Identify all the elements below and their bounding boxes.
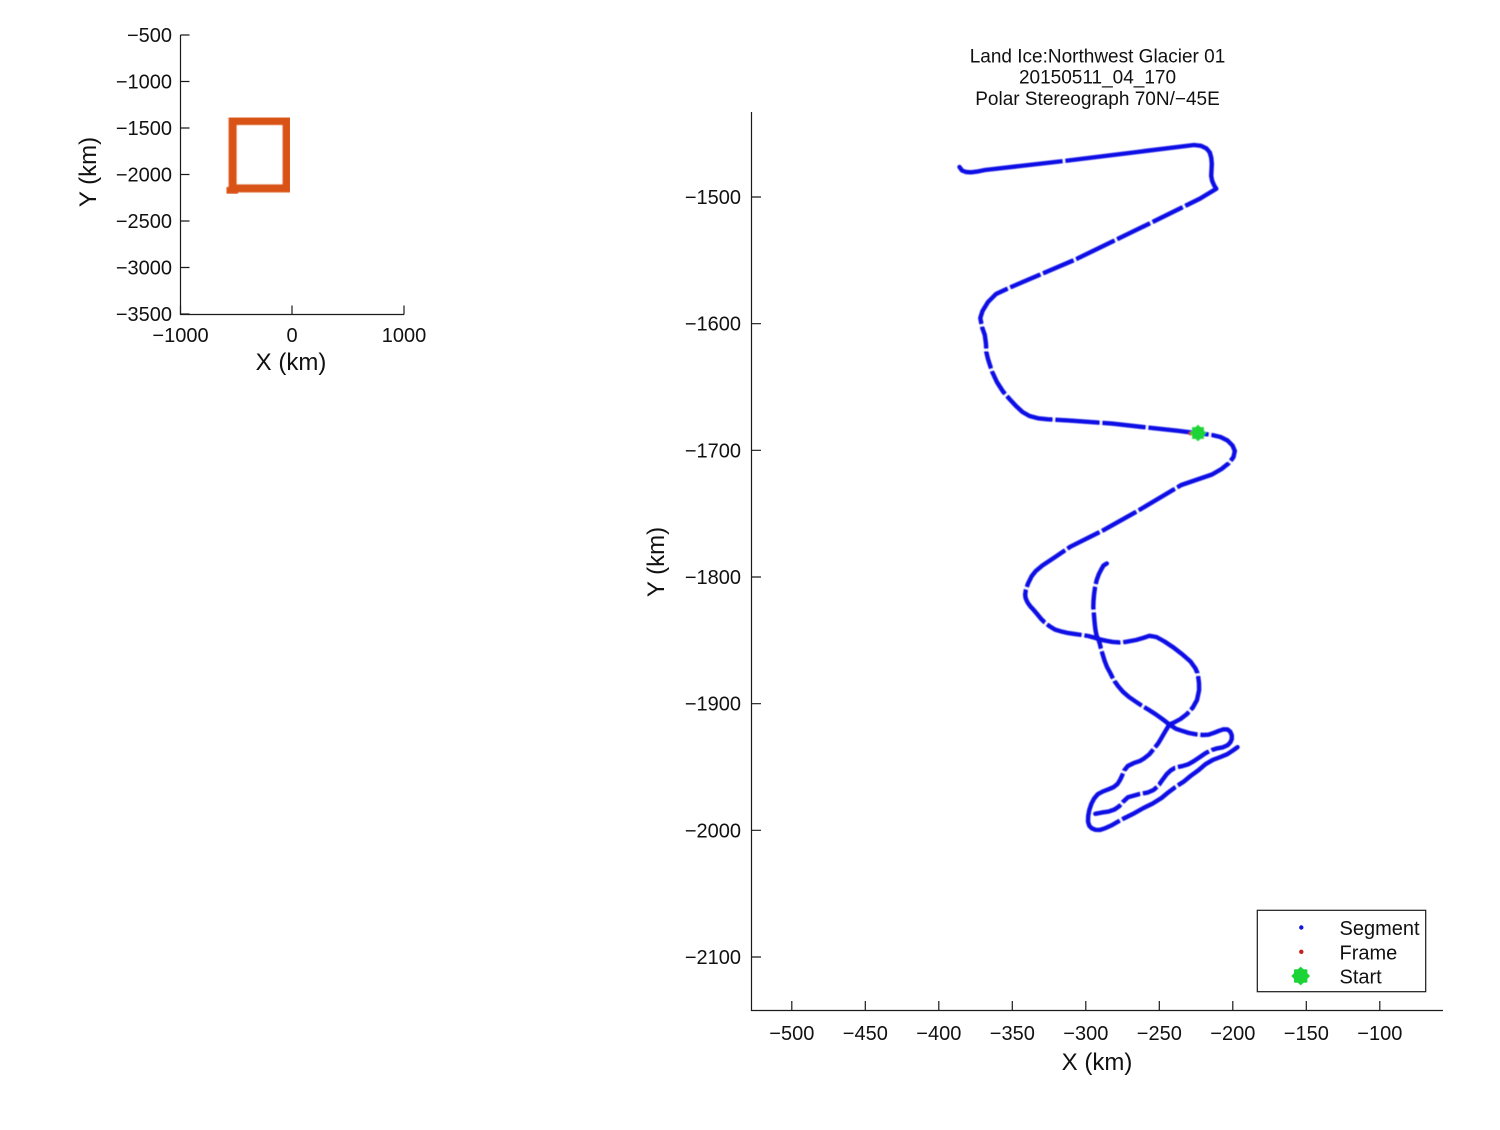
svg-text:−1600: −1600 [685, 314, 741, 336]
svg-text:−2100: −2100 [685, 947, 741, 969]
svg-text:−2000: −2000 [685, 820, 741, 842]
svg-text:20150511_04_170: 20150511_04_170 [1019, 68, 1176, 89]
svg-text:0: 0 [286, 325, 297, 347]
svg-text:−1000: −1000 [116, 72, 172, 94]
svg-text:Frame: Frame [1340, 943, 1398, 965]
svg-text:−450: −450 [843, 1023, 888, 1045]
svg-text:−250: −250 [1137, 1023, 1182, 1045]
svg-text:X (km): X (km) [1062, 1049, 1133, 1076]
svg-text:1000: 1000 [382, 325, 427, 347]
svg-text:Land Ice:Northwest Glacier 01: Land Ice:Northwest Glacier 01 [970, 47, 1226, 68]
svg-text:Y (km): Y (km) [75, 137, 102, 207]
svg-text:Polar Stereograph 70N/−45E: Polar Stereograph 70N/−45E [975, 89, 1220, 110]
svg-text:−1800: −1800 [685, 567, 741, 589]
svg-text:−200: −200 [1210, 1023, 1255, 1045]
svg-text:−3500: −3500 [116, 304, 172, 326]
svg-text:−300: −300 [1063, 1023, 1108, 1045]
svg-text:Y (km): Y (km) [643, 527, 670, 597]
svg-text:−1900: −1900 [685, 694, 741, 716]
svg-text:Start: Start [1340, 967, 1383, 989]
svg-text:−1700: −1700 [685, 440, 741, 462]
svg-text:−350: −350 [990, 1023, 1035, 1045]
svg-text:−1500: −1500 [685, 187, 741, 209]
svg-text:−100: −100 [1357, 1023, 1402, 1045]
svg-text:Segment: Segment [1340, 918, 1420, 940]
svg-text:−3000: −3000 [116, 258, 172, 280]
svg-text:−2000: −2000 [116, 165, 172, 187]
svg-text:−500: −500 [769, 1023, 814, 1045]
svg-text:−2500: −2500 [116, 211, 172, 233]
svg-text:−400: −400 [916, 1023, 961, 1045]
svg-text:−1500: −1500 [116, 118, 172, 140]
svg-text:−500: −500 [127, 25, 172, 47]
svg-text:X (km): X (km) [256, 349, 327, 376]
svg-text:−1000: −1000 [152, 325, 208, 347]
svg-text:−150: −150 [1284, 1023, 1329, 1045]
